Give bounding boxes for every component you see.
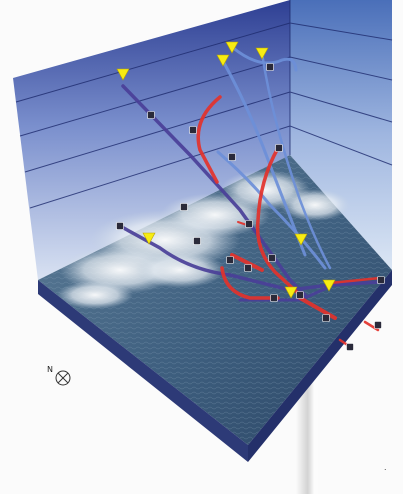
flow-label [193,237,201,245]
flow-label [377,276,385,284]
station-marker [294,233,308,246]
station-marker [225,41,239,54]
warm-current-f [328,276,382,285]
flow-label [322,314,330,322]
flow-label [245,220,253,228]
deep-current-lower [118,224,382,292]
back-wall-right [290,0,392,270]
deep-current-main [121,84,307,297]
cold-current-d [260,51,332,270]
current-paths [118,45,382,350]
station-marker [116,68,130,81]
warm-current-c [220,266,280,300]
flow-label [374,321,382,329]
flow-label [346,343,354,351]
flow-label [268,254,276,262]
cold-current-b [230,45,298,72]
slab-front-face [38,280,248,462]
warm-current-e [230,253,264,272]
compass-north-label: N [47,365,53,374]
flow-label [180,203,188,211]
flow-label [244,264,252,272]
station-marker [284,286,298,299]
station-marker [142,232,156,245]
warm-current-b [255,146,302,297]
station-marker [216,54,230,67]
flow-label [116,222,124,230]
back-wall-left [13,0,290,280]
flow-label [270,294,278,302]
slab-side-face [248,270,392,462]
flow-labels [116,63,385,351]
flow-label [275,144,283,152]
page-mark: . [384,462,387,472]
flow-label [226,256,234,264]
flow-label [296,291,304,299]
cloud-cover [57,170,350,309]
flow-label [228,153,236,161]
station-marker [322,279,336,292]
warm-current-a [196,95,222,184]
station-marker [255,47,269,60]
compass-icon: N [47,365,71,386]
sea-ripples [38,155,392,445]
station-markers [116,41,336,299]
cold-current-c [216,150,327,270]
flow-label [147,111,155,119]
flow-label [189,126,197,134]
flow-label [266,63,274,71]
